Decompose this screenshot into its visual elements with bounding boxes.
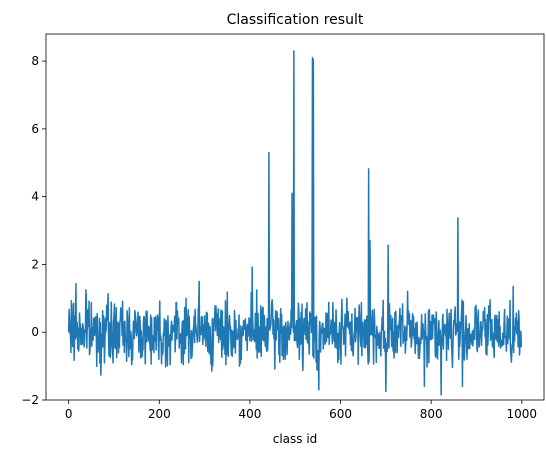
plot-frame — [45, 33, 545, 401]
chart-title: Classification result — [227, 12, 364, 28]
x-tick-label: 400 — [238, 407, 261, 421]
y-tick-label: 8 — [31, 54, 39, 68]
x-tick-label: 200 — [148, 407, 171, 421]
x-axis-label: class id — [273, 432, 318, 446]
y-tick-label: 0 — [31, 325, 39, 339]
x-tick-label: 800 — [420, 407, 443, 421]
x-tick-label: 0 — [65, 407, 73, 421]
series-line — [67, 50, 523, 396]
x-tick-label: 1000 — [507, 407, 538, 421]
y-axis: −2 0 2 4 6 8 — [21, 54, 46, 407]
x-tick-label: 600 — [329, 407, 352, 421]
y-tick-label: 4 — [31, 190, 39, 204]
y-tick-label: 6 — [31, 122, 39, 136]
y-tick-label: −2 — [21, 393, 39, 407]
y-tick-label: 2 — [31, 257, 39, 271]
x-axis: 0 200 400 600 800 1000 — [65, 400, 537, 421]
plot-area — [67, 50, 523, 396]
